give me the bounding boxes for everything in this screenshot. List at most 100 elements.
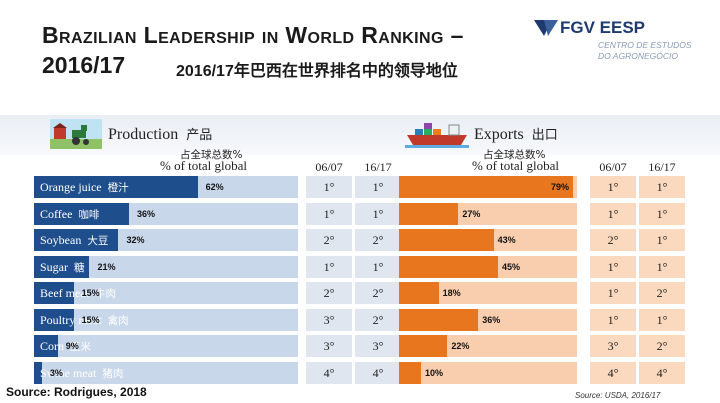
production-section-label: Production 产品 [108, 126, 213, 143]
production-bar [34, 308, 74, 331]
export-value-label: 36% [482, 314, 501, 325]
production-rank-0607: 4° [306, 361, 352, 384]
production-track [34, 361, 298, 384]
source-note-left: Source: Rodrigues, 2018 [6, 385, 147, 399]
section-header-band [0, 115, 720, 155]
logo-name: FGV EESP [560, 18, 646, 37]
production-bar [34, 255, 90, 278]
export-rank-1617: 4° [639, 361, 685, 384]
production-value-label: 32% [126, 235, 145, 245]
production-value-label: 3% [49, 367, 63, 378]
production-bar [34, 229, 119, 251]
farm-tractor-icon [50, 119, 102, 149]
production-rank-0607: 3° [306, 308, 352, 331]
export-rank-1617: 1° [639, 202, 685, 225]
production-bar [34, 335, 58, 357]
production-rank-0607: 1° [306, 202, 352, 225]
export-rank-0607: 4° [590, 361, 636, 384]
production-share-header-cn: 占全球总数% [180, 149, 243, 161]
export-rank-1617: 1° [639, 176, 685, 198]
production-category-label: Corn 玉米 [40, 339, 91, 353]
production-col-1617: 16/17 [364, 160, 392, 174]
export-track [399, 361, 577, 384]
production-rank-0607: 1° [306, 176, 352, 198]
production-rank-0607: 1° [306, 255, 352, 278]
export-rank-0607: 1° [590, 255, 636, 278]
export-bar [399, 176, 573, 198]
page-title-line2: 2016/17 [42, 52, 126, 78]
production-bar [34, 361, 42, 384]
export-value-label: 43% [497, 235, 516, 245]
production-category-label: Swine meat 猪肉 [40, 365, 124, 380]
exports-share-header: % of total global [472, 158, 560, 173]
production-category-label: Soybean 大豆 [40, 233, 109, 247]
production-track [34, 255, 298, 278]
production-col-0607: 06/07 [315, 160, 343, 174]
export-value-label: 22% [451, 341, 470, 351]
exports-section-label: Exports 出口 [474, 126, 558, 143]
production-rank-0607: 2° [306, 282, 352, 304]
production-category-label: Beef meat 牛肉 [40, 286, 116, 300]
export-rank-1617: 1° [639, 308, 685, 331]
production-category-label: Coffee 咖啡 [40, 206, 100, 221]
production-category-label: Sugar 糖 [40, 259, 85, 274]
production-share-header: % of total global [160, 158, 248, 173]
export-value-label: 27% [462, 208, 481, 219]
production-value-label: 62% [205, 182, 224, 192]
production-bar [34, 202, 130, 225]
export-track [399, 282, 577, 304]
exports-col-0607: 06/07 [599, 160, 627, 174]
production-rank-1617: 2° [355, 229, 401, 251]
source-note-right: Source: USDA, 2016/17 [575, 391, 661, 400]
exports-col-1617: 16/17 [648, 160, 676, 174]
export-bar [399, 361, 421, 384]
export-bar [399, 202, 459, 225]
export-value-label: 10% [425, 367, 444, 378]
export-rank-0607: 1° [590, 176, 636, 198]
production-bar [34, 282, 74, 304]
production-rank-1617: 2° [355, 308, 401, 331]
production-track [34, 282, 298, 304]
exports-share-header-cn: 占全球总数% [483, 149, 546, 161]
export-rank-0607: 1° [590, 282, 636, 304]
logo-subtitle: CENTRO DE ESTUDOS DO AGRONEGÓCIO [598, 40, 692, 61]
production-rank-0607: 2° [306, 229, 352, 251]
export-bar [399, 335, 448, 357]
export-bar [399, 229, 494, 251]
production-rank-1617: 3° [355, 335, 401, 357]
production-value-label: 36% [137, 208, 156, 219]
export-rank-0607: 3° [590, 335, 636, 357]
production-rank-1617: 1° [355, 202, 401, 225]
export-rank-0607: 1° [590, 202, 636, 225]
fgv-logo: FGV EESP CENTRO DE ESTUDOS DO AGRONEGÓCI… [534, 18, 704, 78]
export-value-label: 79% [551, 182, 570, 192]
export-value-label: 45% [502, 261, 521, 272]
fgv-logo-icon [534, 20, 558, 36]
export-bar [399, 282, 439, 304]
export-rank-1617: 2° [639, 335, 685, 357]
production-track [34, 308, 298, 331]
production-rank-1617: 2° [355, 282, 401, 304]
production-category-label: Poultry meat 禽肉 [40, 312, 129, 327]
production-rank-1617: 1° [355, 255, 401, 278]
production-rank-1617: 4° [355, 361, 401, 384]
production-category-label: Orange juice 橙汁 [40, 180, 129, 194]
production-track [34, 335, 298, 357]
production-value-label: 9% [65, 341, 79, 351]
export-rank-1617: 2° [639, 282, 685, 304]
production-value-label: 15% [81, 314, 100, 325]
export-bar [399, 308, 479, 331]
export-rank-1617: 1° [639, 255, 685, 278]
export-rank-0607: 2° [590, 229, 636, 251]
page-title-chinese: 2016/17年巴西在世界排名中的领导地位 [176, 63, 458, 80]
production-rank-0607: 3° [306, 335, 352, 357]
export-bar [399, 255, 498, 278]
production-value-label: 15% [81, 288, 100, 298]
page-title-line1: Brazilian Leadership in World Ranking – [42, 22, 464, 48]
production-rank-1617: 1° [355, 176, 401, 198]
export-rank-0607: 1° [590, 308, 636, 331]
production-value-label: 21% [97, 261, 116, 272]
export-rank-1617: 1° [639, 229, 685, 251]
export-value-label: 18% [442, 288, 461, 298]
cargo-ship-icon [405, 123, 469, 148]
